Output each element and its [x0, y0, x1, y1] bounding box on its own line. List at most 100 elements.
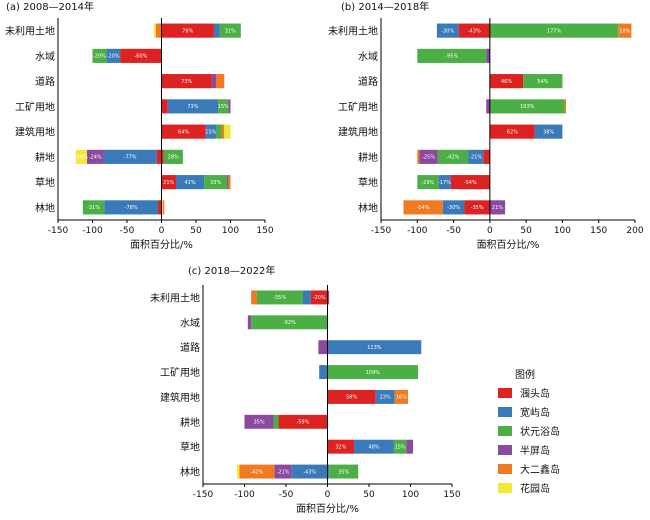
- category-label: 林地: [35, 201, 55, 214]
- segment-label: 35%: [253, 420, 264, 426]
- legend-swatch: [498, 483, 512, 493]
- bar-segment: [327, 340, 422, 355]
- segment-label: -20%: [107, 54, 120, 60]
- segment-label: 15%: [395, 444, 406, 450]
- bar-segment: [244, 414, 274, 429]
- segment-label: 48%: [368, 444, 379, 450]
- bar-segment: [329, 464, 359, 479]
- bar-segment: [489, 124, 535, 139]
- category-label: 耕地: [180, 416, 200, 429]
- x-tick-label: 50: [363, 490, 375, 500]
- category-label: 林地: [180, 466, 200, 479]
- category-label: 耕地: [35, 151, 55, 164]
- bar-segment: [161, 175, 176, 190]
- segment-label: 58%: [346, 395, 357, 401]
- legend-swatch: [498, 388, 512, 398]
- bar-segment: [86, 149, 104, 164]
- bar-segment: [618, 23, 632, 38]
- bar-segment: [104, 200, 159, 215]
- bar-segment: [489, 200, 506, 215]
- bar-segment: [302, 290, 311, 305]
- x-tick-label: 200: [626, 226, 643, 236]
- category-label: 道路: [35, 75, 55, 88]
- bar-segment: [251, 290, 257, 305]
- panel-title: (a) 2008—2014年: [6, 0, 94, 13]
- bar-segment: [417, 48, 487, 63]
- bar-segment: [218, 99, 229, 114]
- segment-label: 54%: [537, 79, 548, 85]
- bar-segment: [247, 315, 252, 330]
- bar-segment: [161, 23, 214, 38]
- x-tick-label: -150: [193, 490, 214, 500]
- bar-segment: [354, 439, 394, 454]
- bar-segment: [483, 149, 490, 164]
- legend-item-label: 宽屿岛: [520, 406, 550, 419]
- chart-panel-3: (c) 2018—2022年 -20% -55% 未利用土地 -92% 水域 113% 道路 1…: [150, 264, 461, 515]
- category-label: 未利用土地: [328, 25, 378, 38]
- bar-segment: [205, 124, 217, 139]
- bar-segment: [319, 365, 328, 380]
- bar-segment: [327, 439, 355, 454]
- segment-label: 64%: [178, 129, 189, 135]
- x-axis-label: 面积百分比/%: [130, 239, 193, 251]
- bar-segment: [216, 74, 225, 89]
- bar-segment: [403, 200, 443, 215]
- bar-segment: [291, 464, 328, 479]
- bar-segment: [489, 23, 619, 38]
- bar-segment: [442, 200, 465, 215]
- segment-label: -43%: [468, 28, 481, 34]
- bar-segment: [163, 149, 183, 164]
- bar-segment: [75, 149, 87, 164]
- bar-segment: [406, 439, 413, 454]
- bar-segment: [417, 149, 420, 164]
- segment-label: -54%: [464, 180, 477, 186]
- category-label: 工矿用地: [160, 366, 200, 379]
- bar-segment: [310, 290, 328, 305]
- bar-segment: [228, 99, 231, 114]
- segment-label: -21%: [277, 469, 290, 475]
- x-tick-label: -100: [234, 490, 255, 500]
- segment-label: -59%: [297, 420, 310, 426]
- segment-label: 18%: [619, 28, 630, 34]
- segment-label: 41%: [185, 180, 196, 186]
- segment-label: 38%: [543, 129, 554, 135]
- bar-segment: [82, 200, 105, 215]
- bar-segment: [228, 175, 231, 190]
- x-tick-label: -100: [407, 226, 428, 236]
- segment-label: 23%: [380, 395, 391, 401]
- bar-segment: [162, 200, 165, 215]
- category-label: 草地: [358, 176, 378, 189]
- category-label: 工矿用地: [15, 100, 55, 113]
- segment-label: 33%: [210, 180, 221, 186]
- legend-item-label: 花园岛: [520, 482, 550, 495]
- segment-label: -95%: [445, 54, 458, 60]
- x-tick-label: 100: [402, 490, 419, 500]
- category-label: 水域: [180, 316, 200, 329]
- segment-label: -21%: [469, 155, 482, 161]
- x-tick-label: 150: [443, 490, 460, 500]
- segment-label: -25%: [422, 155, 435, 161]
- bar-segment: [486, 48, 490, 63]
- x-tick-label: 150: [590, 226, 607, 236]
- bar-segment: [419, 149, 438, 164]
- bar-segment: [273, 414, 279, 429]
- segment-label: -35%: [471, 205, 484, 211]
- bar-segment: [221, 124, 225, 139]
- segment-label: -24%: [89, 155, 102, 161]
- category-label: 未利用土地: [150, 291, 200, 304]
- bar-segment: [327, 389, 376, 404]
- bar-segment: [327, 290, 330, 305]
- bar-segment: [227, 175, 229, 190]
- x-tick-label: 50: [190, 226, 202, 236]
- category-label: 建筑用地: [160, 391, 200, 404]
- bar-segment: [153, 23, 156, 38]
- bar-segment: [464, 200, 490, 215]
- segment-label: -29%: [421, 180, 434, 186]
- category-label: 道路: [358, 75, 378, 88]
- segment-label: 46%: [501, 79, 512, 85]
- segment-label: 21%: [163, 180, 174, 186]
- x-axis-label: 面积百分比/%: [477, 239, 540, 251]
- bar-segment: [489, 74, 524, 89]
- bar-segment: [450, 175, 490, 190]
